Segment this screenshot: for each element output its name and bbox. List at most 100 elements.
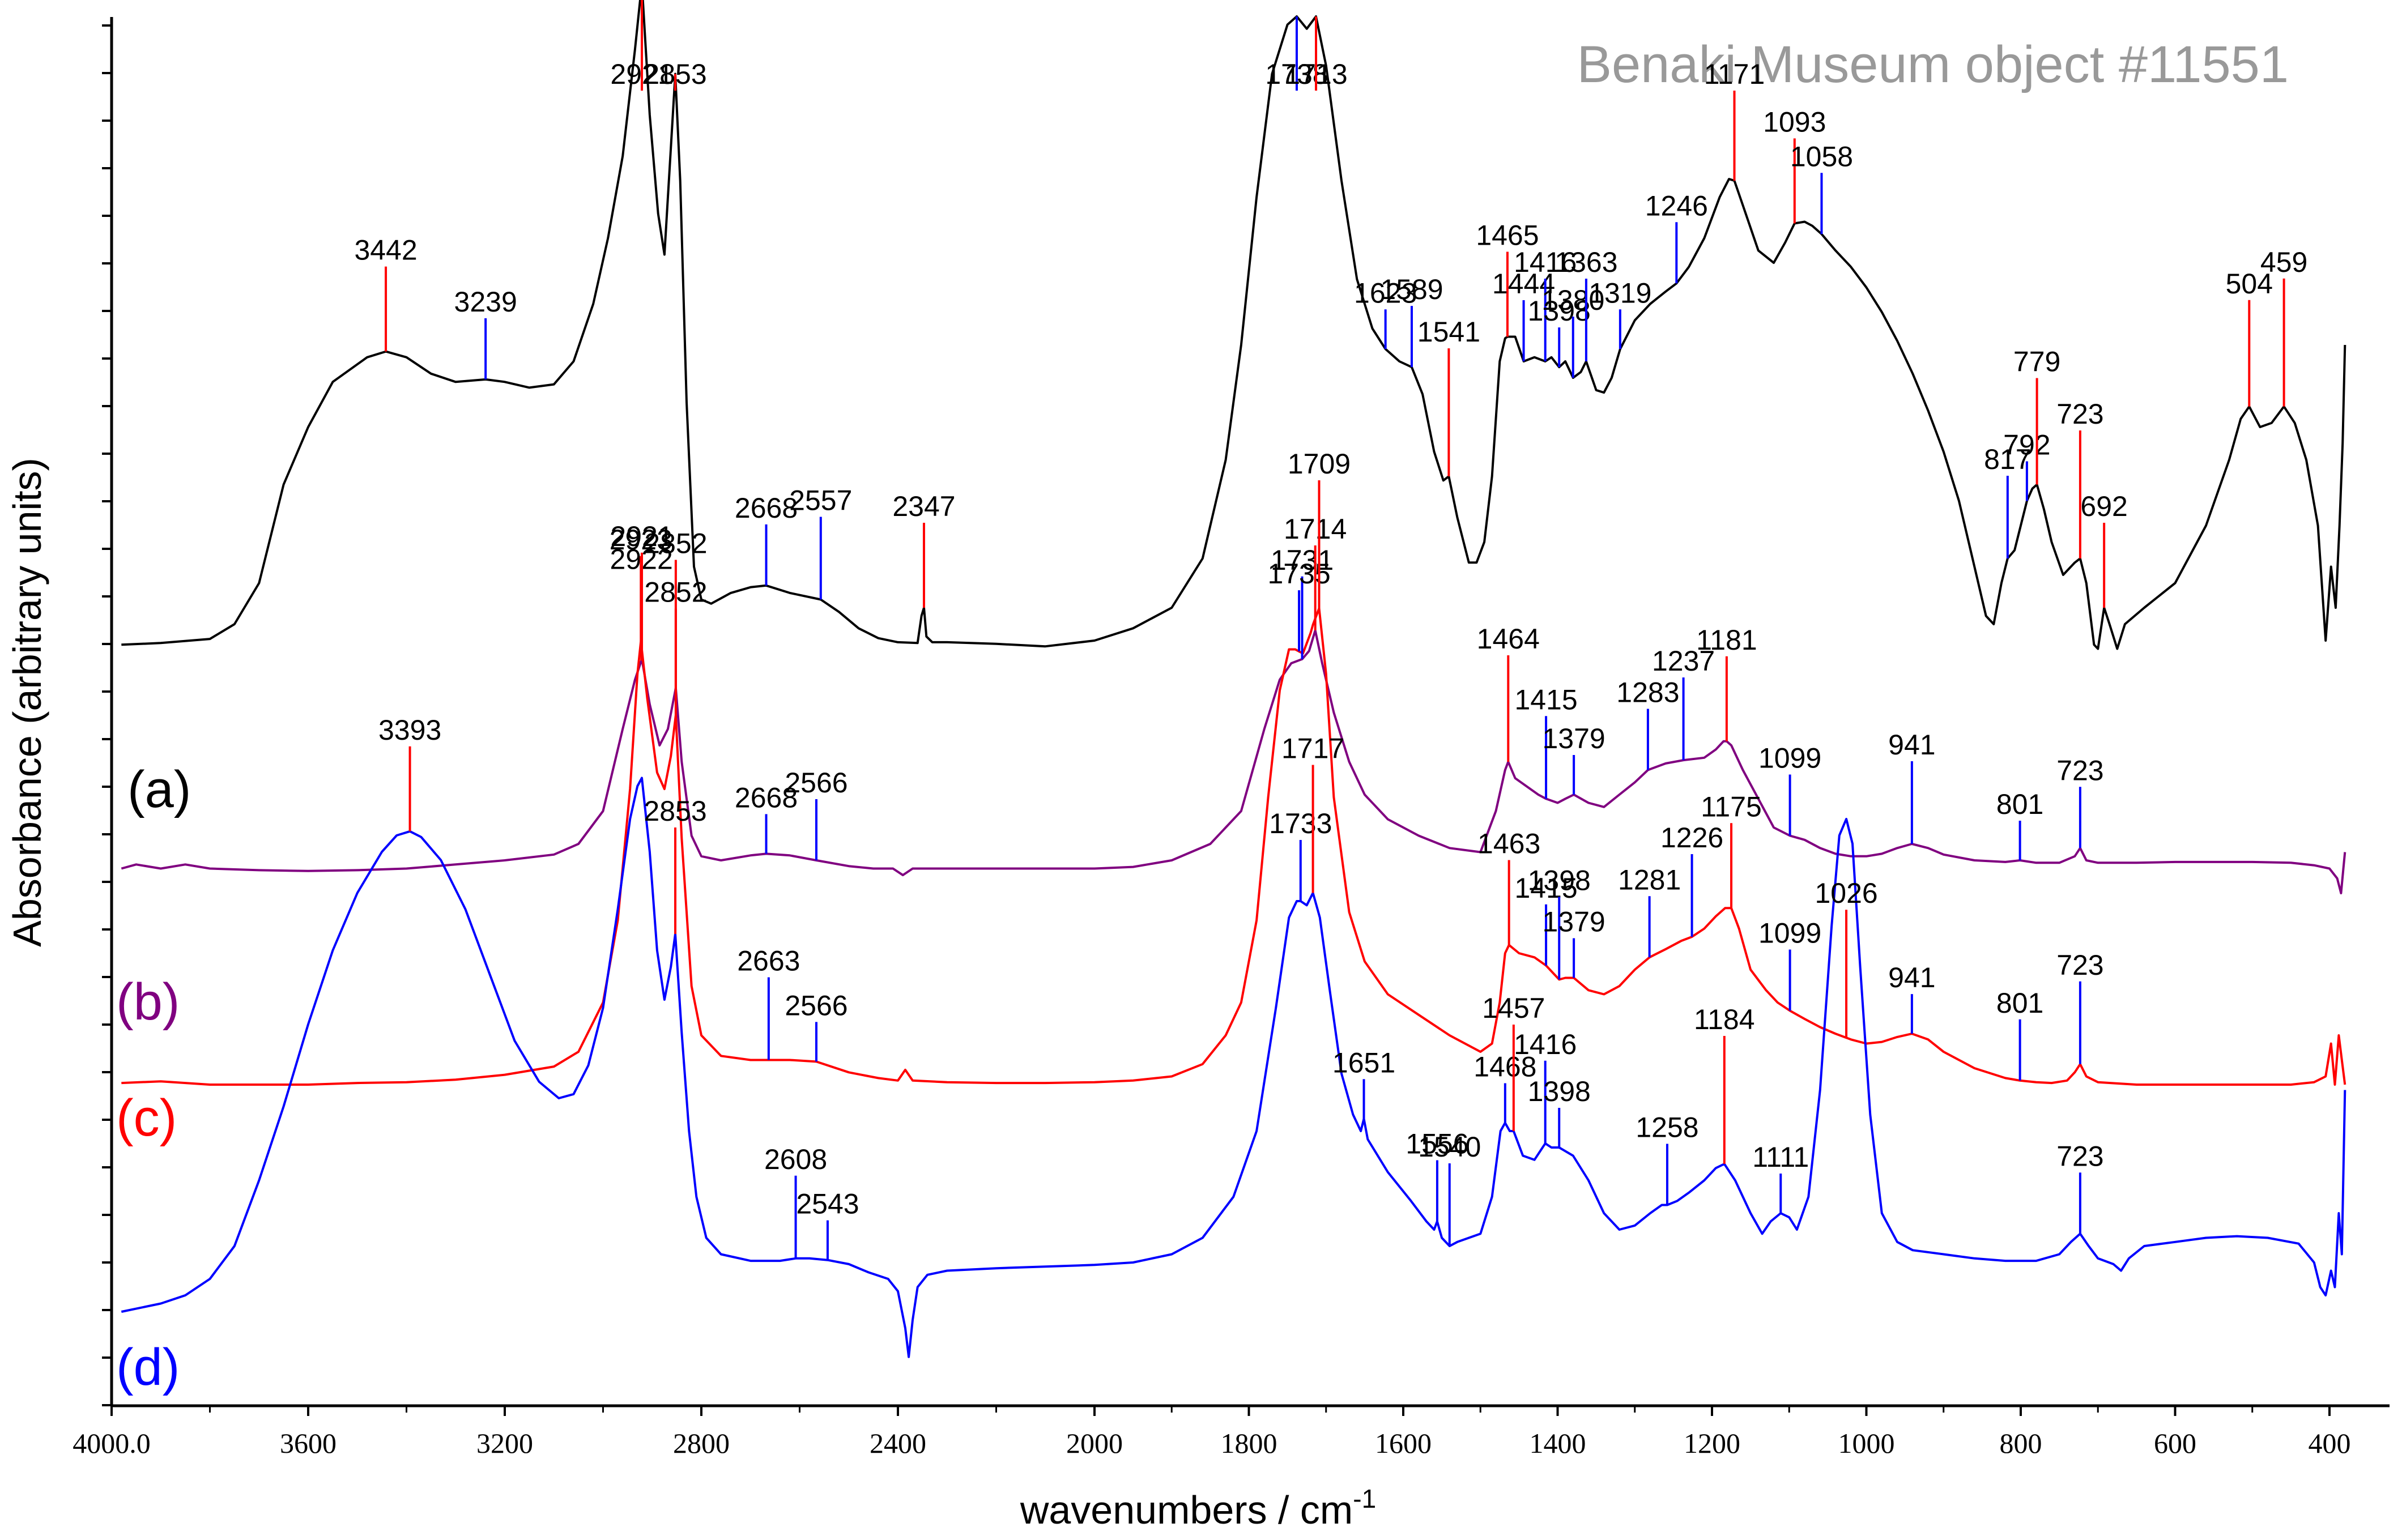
peak-label-c: 801: [1996, 987, 2043, 1019]
peak-label-a: 459: [2260, 246, 2307, 278]
peak-label-b: 723: [2056, 754, 2103, 786]
peak-label-a: 504: [2226, 268, 2273, 300]
series-line-c: [121, 607, 2346, 1086]
peak-label-a: 2921: [610, 58, 673, 90]
x-axis-label-sup: -1: [1353, 1484, 1376, 1513]
peak-label-b: 1379: [1542, 723, 1605, 754]
series-label-b: (b): [116, 973, 180, 1031]
series-label-c: (c): [116, 1089, 177, 1147]
x-tick-label: 3200: [476, 1427, 533, 1459]
x-tick-label: 4000.0: [73, 1427, 151, 1459]
peak-label-a: 1246: [1645, 190, 1708, 221]
peak-label-a: 723: [2056, 398, 2103, 430]
peak-label-a: 1398: [1528, 295, 1591, 327]
series-label-d: (d): [116, 1338, 180, 1396]
peak-label-a: 2347: [892, 490, 955, 522]
peak-label-a: 2668: [735, 492, 798, 524]
peak-label-c: 1099: [1758, 918, 1821, 949]
peak-label-a: 1713: [1284, 58, 1347, 90]
peak-label-c: 1026: [1815, 877, 1877, 909]
x-tick-label: 600: [2154, 1427, 2196, 1459]
peak-label-a: 1623: [1354, 277, 1417, 309]
peak-label-b: 1464: [1477, 623, 1540, 655]
peak-label-a: 792: [2003, 429, 2050, 461]
x-tick-label: 1400: [1530, 1427, 1586, 1459]
peak-label-c: 1415: [1514, 872, 1577, 904]
peak-label-d: 2608: [764, 1144, 827, 1175]
chart-title: Benaki Museum object #11551: [1577, 36, 2289, 93]
peak-label-b: 2921: [610, 521, 673, 552]
peak-label-a: 2557: [789, 485, 852, 517]
peak-label-c: 2663: [737, 945, 800, 977]
peak-label-b: 1714: [1284, 513, 1347, 545]
peak-label-b: 1283: [1616, 677, 1679, 709]
peak-label-d: 2543: [796, 1188, 859, 1220]
peak-label-d: 1258: [1636, 1112, 1698, 1144]
x-axis-label-main: wavenumbers / cm: [1020, 1488, 1353, 1532]
peak-label-c: 1226: [1660, 822, 1723, 854]
peak-label-a: 1738: [1265, 58, 1328, 90]
x-tick-label: 2800: [673, 1427, 730, 1459]
peak-label-c: 1463: [1477, 828, 1540, 860]
x-axis-label: wavenumbers / cm-1: [1020, 1484, 1376, 1532]
x-tick-label: 1000: [1838, 1427, 1895, 1459]
peak-label-a: 1058: [1790, 140, 1853, 172]
peak-label-b: 1099: [1758, 743, 1821, 774]
peak-label-c: 1735: [1267, 558, 1330, 590]
peak-label-a: 1171: [1704, 58, 1765, 90]
peak-label-d: 1651: [1332, 1047, 1395, 1078]
peak-label-a: 1380: [1541, 284, 1604, 316]
peak-label-a: 692: [2080, 490, 2127, 522]
series-labels: (a) (b) (c) (d): [116, 761, 191, 1396]
peak-label-d: 1468: [1473, 1051, 1536, 1083]
peak-label-c: 1398: [1528, 864, 1591, 896]
peak-label-c: 1175: [1701, 791, 1762, 822]
peak-label-a: 3239: [454, 286, 517, 318]
x-tick-label: 2400: [870, 1427, 926, 1459]
x-ticks: 4000.0 3600 3200 2800 2400 2000 1800 1600 1400 12…: [73, 1406, 2351, 1459]
peak-label-d: 2853: [644, 795, 706, 827]
peak-label-d: 723: [2056, 1140, 2103, 1172]
peak-label-a: 1319: [1588, 277, 1651, 309]
series-label-a: (a): [127, 761, 191, 818]
peak-label-b: 941: [1888, 729, 1935, 761]
peak-label-c: 2852: [644, 577, 707, 608]
peak-label-d: 1416: [1514, 1029, 1577, 1060]
peak-label-d: 1717: [1281, 733, 1344, 765]
peak-label-b: 1181: [1696, 624, 1757, 656]
peak-label-c: 1379: [1542, 906, 1605, 938]
series-line-b: [121, 629, 2346, 894]
peak-label-b: 1237: [1652, 645, 1715, 677]
peak-label-d: 1184: [1694, 1004, 1755, 1035]
peak-label-b: 2566: [785, 767, 847, 799]
peak-label-d: 1540: [1418, 1131, 1481, 1163]
peak-label-d: 1733: [1269, 808, 1332, 839]
peak-label-d: 1556: [1406, 1128, 1468, 1160]
x-tick-label: 2000: [1066, 1427, 1123, 1459]
peak-label-a: 1416: [1514, 246, 1577, 278]
peak-label-a: 817: [1984, 443, 2031, 475]
peak-label-a: 1363: [1555, 246, 1617, 278]
peak-label-c: 941: [1888, 962, 1935, 993]
peak-label-d: 1398: [1528, 1076, 1591, 1107]
peak-label-a: 1093: [1763, 106, 1826, 138]
x-tick-label: 400: [2309, 1427, 2351, 1459]
peak-label-b: 801: [1996, 788, 2043, 820]
peak-label-d: 1457: [1482, 992, 1545, 1024]
peak-label-a: 779: [2013, 346, 2060, 378]
peak-label-c: 2923: [610, 524, 672, 556]
peak-label-a: 1541: [1417, 316, 1480, 348]
axes: [110, 17, 2390, 1407]
x-tick-label: 1200: [1684, 1427, 1740, 1459]
peak-label-d: 1111: [1752, 1141, 1809, 1173]
peak-label-b: 2668: [735, 782, 798, 813]
y-axis-label: Absorbance (arbitrary units): [5, 458, 49, 947]
x-tick-label: 1800: [1221, 1427, 1277, 1459]
peak-label-a: 1465: [1476, 220, 1539, 251]
peak-label-c: 1281: [1618, 864, 1681, 895]
peak-label-c: 723: [2056, 949, 2103, 981]
peak-label-c: 1709: [1288, 448, 1351, 480]
peak-label-b: 1731: [1271, 544, 1334, 576]
